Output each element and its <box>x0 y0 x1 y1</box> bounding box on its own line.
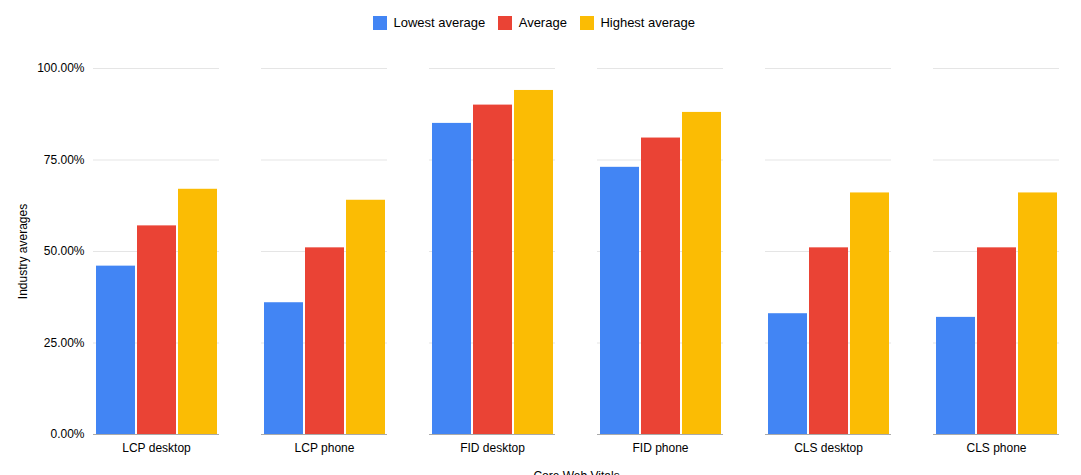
html-text:Average: Average <box>518 15 567 30</box>
svg-text:FID desktop: FID desktop <box>460 441 525 455</box>
svg-text:LCP phone: LCP phone <box>295 441 355 455</box>
html-text:Highest average: Highest average <box>600 15 696 30</box>
svg-text:Industry averages: Industry averages <box>16 203 30 298</box>
svg-text:CLS phone: CLS phone <box>966 441 1026 455</box>
svg-text:100.00%: 100.00% <box>37 61 85 75</box>
svg-text:25.00%: 25.00% <box>44 335 85 349</box>
svg-text:LCP desktop: LCP desktop <box>122 441 191 455</box>
svg-text:Core Web Vitals: Core Web Vitals <box>533 468 619 475</box>
svg-text:75.00%: 75.00% <box>44 152 85 166</box>
svg-text:CLS desktop: CLS desktop <box>794 441 863 455</box>
html-text:Lowest average: Lowest average <box>393 15 486 30</box>
svg-text:50.00%: 50.00% <box>44 244 85 258</box>
svg-text:FID phone: FID phone <box>632 441 688 455</box>
svg-text:0.00%: 0.00% <box>50 427 84 441</box>
